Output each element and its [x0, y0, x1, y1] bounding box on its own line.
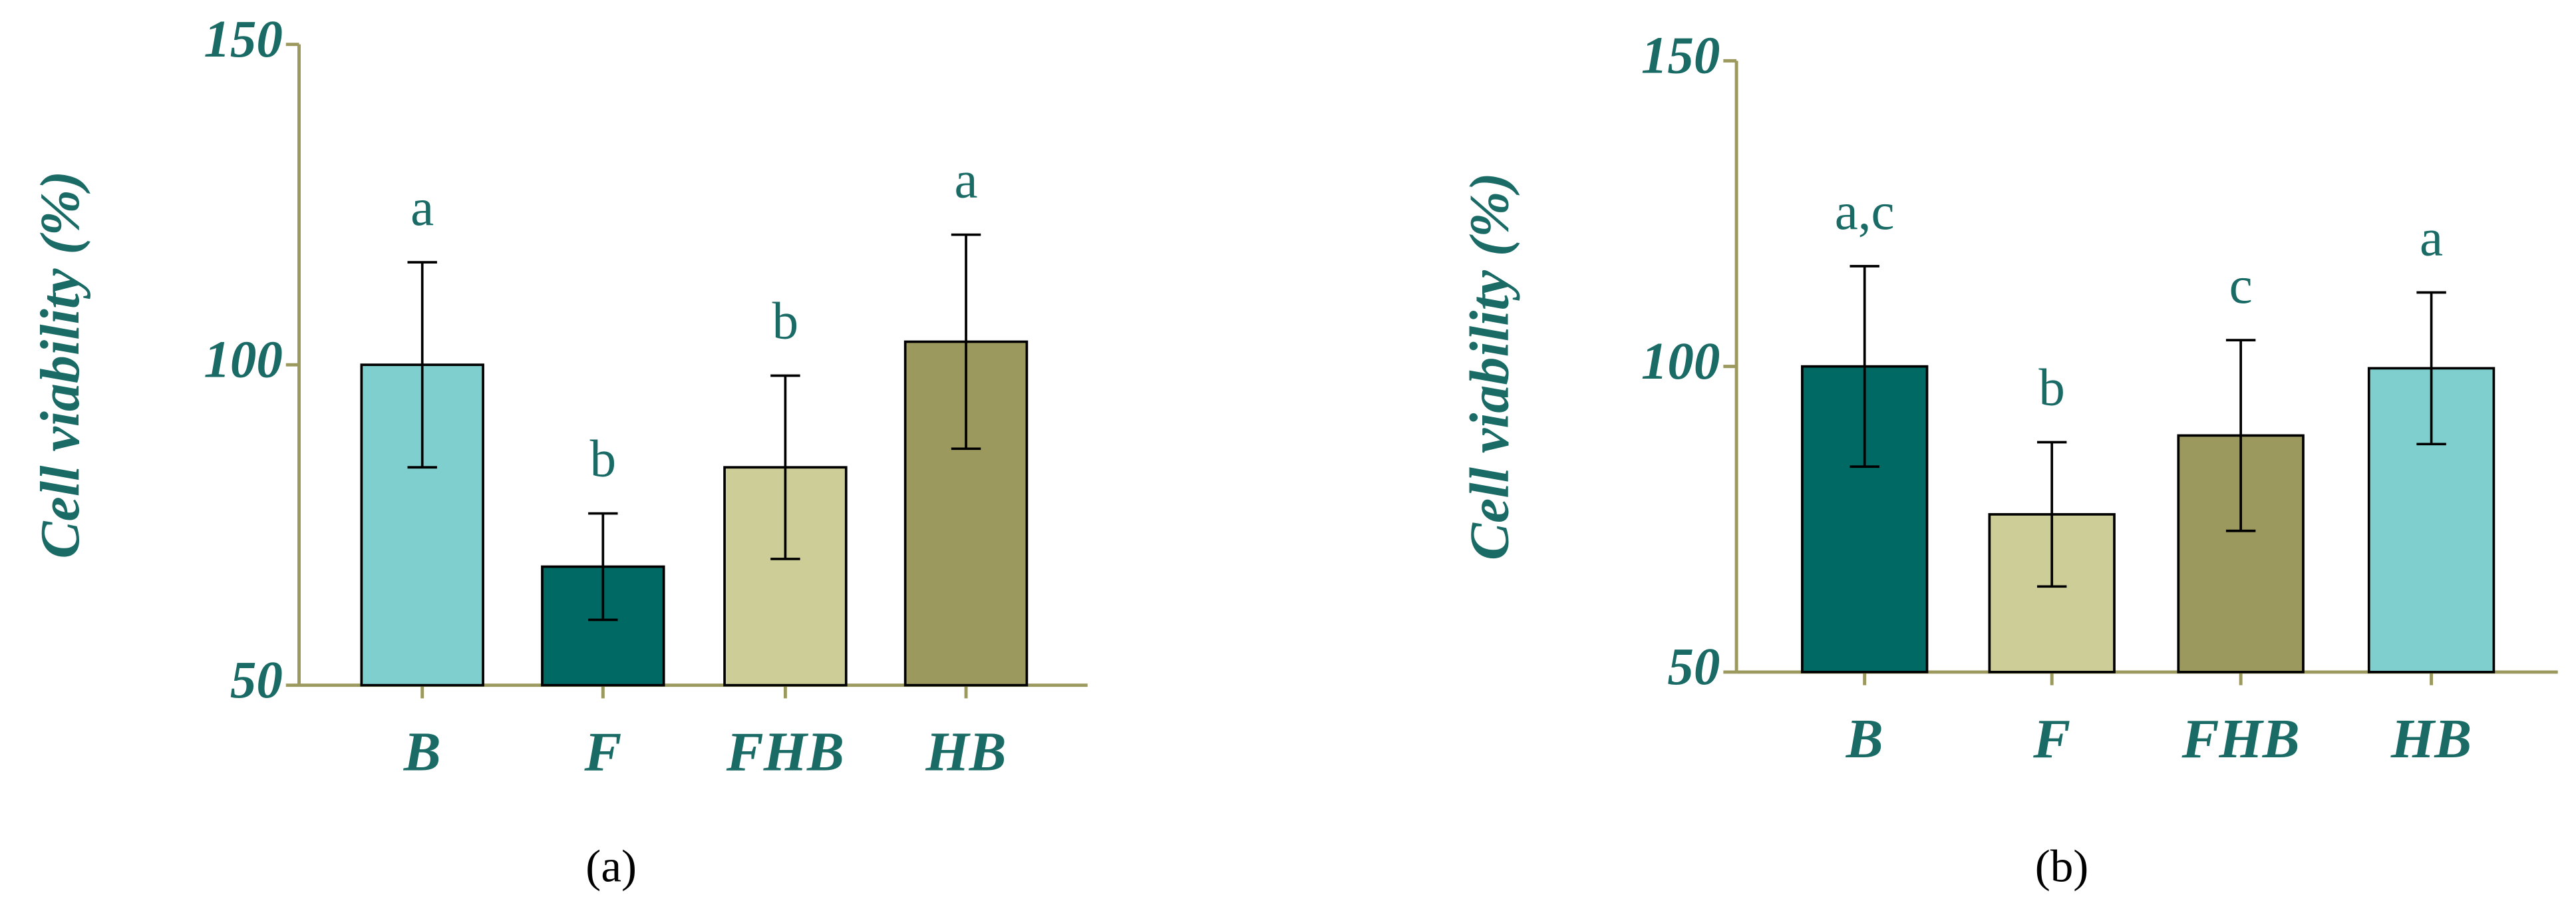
error-bar: [1850, 265, 1879, 468]
panel-label: (a): [585, 840, 637, 892]
significance-letter: b: [772, 293, 799, 351]
significance-letter: c: [2229, 257, 2253, 315]
significance-letter: a: [2420, 210, 2443, 268]
error-bar: [588, 512, 618, 622]
y-tick-label: 150: [1641, 27, 1720, 85]
x-tick-label: F: [583, 721, 621, 783]
x-tick-label: F: [2032, 708, 2070, 770]
x-tick-label: B: [403, 721, 441, 783]
significance-letter: a: [954, 152, 977, 210]
x-tick-label: FHB: [726, 721, 844, 783]
error-bar: [951, 233, 981, 451]
error-bar: [407, 261, 437, 469]
x-tick-label: HB: [2390, 708, 2472, 770]
y-tick-label: 150: [204, 11, 283, 69]
y-tick-label: 50: [230, 651, 283, 709]
error-bar: [770, 374, 800, 560]
x-tick-label: HB: [925, 721, 1006, 783]
y-tick-label: 50: [1667, 638, 1720, 696]
error-bar: [2225, 339, 2256, 532]
y-axis-label: Cell viability (%): [29, 171, 91, 559]
error-bar: [2036, 441, 2067, 588]
significance-letter: a,c: [1835, 183, 1895, 241]
y-tick-label: 100: [1641, 333, 1720, 391]
significance-letter: b: [2038, 359, 2065, 417]
x-tick-label: FHB: [2181, 708, 2300, 770]
significance-letter: b: [590, 431, 617, 488]
bar: [2177, 434, 2305, 673]
y-axis-label: Cell viability (%): [1458, 172, 1520, 560]
error-bar: [2416, 291, 2446, 446]
panel-label: (b): [2035, 840, 2089, 892]
bar: [2367, 367, 2496, 673]
y-tick-label: 100: [204, 331, 283, 389]
x-tick-label: B: [1846, 708, 1883, 770]
significance-letter: a: [410, 179, 434, 237]
